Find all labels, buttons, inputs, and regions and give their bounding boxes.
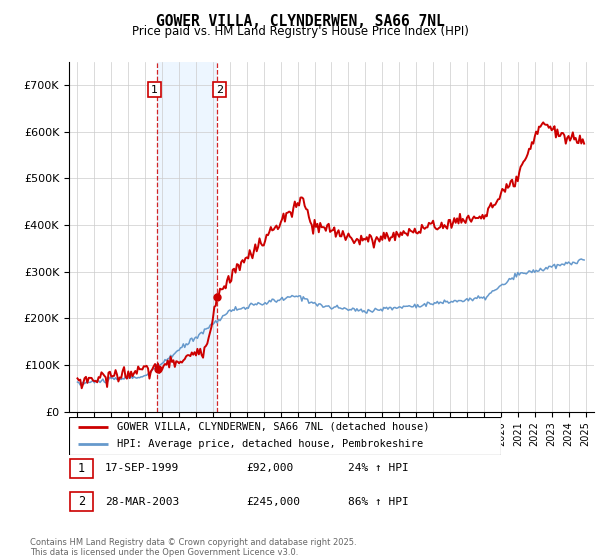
Text: 2: 2 bbox=[216, 85, 223, 95]
Text: Contains HM Land Registry data © Crown copyright and database right 2025.
This d: Contains HM Land Registry data © Crown c… bbox=[30, 538, 356, 557]
Text: £92,000: £92,000 bbox=[246, 463, 293, 473]
Text: 1: 1 bbox=[151, 85, 158, 95]
Text: Price paid vs. HM Land Registry's House Price Index (HPI): Price paid vs. HM Land Registry's House … bbox=[131, 25, 469, 38]
Text: 24% ↑ HPI: 24% ↑ HPI bbox=[348, 463, 409, 473]
Text: GOWER VILLA, CLYNDERWEN, SA66 7NL: GOWER VILLA, CLYNDERWEN, SA66 7NL bbox=[155, 14, 445, 29]
Text: 1: 1 bbox=[78, 461, 85, 475]
Bar bbox=[157, 62, 217, 412]
Text: £245,000: £245,000 bbox=[246, 497, 300, 507]
Text: 17-SEP-1999: 17-SEP-1999 bbox=[105, 463, 179, 473]
Text: 28-MAR-2003: 28-MAR-2003 bbox=[105, 497, 179, 507]
Text: GOWER VILLA, CLYNDERWEN, SA66 7NL (detached house): GOWER VILLA, CLYNDERWEN, SA66 7NL (detac… bbox=[116, 422, 429, 432]
Text: 2: 2 bbox=[78, 495, 85, 508]
Text: 86% ↑ HPI: 86% ↑ HPI bbox=[348, 497, 409, 507]
Text: HPI: Average price, detached house, Pembrokeshire: HPI: Average price, detached house, Pemb… bbox=[116, 440, 423, 450]
